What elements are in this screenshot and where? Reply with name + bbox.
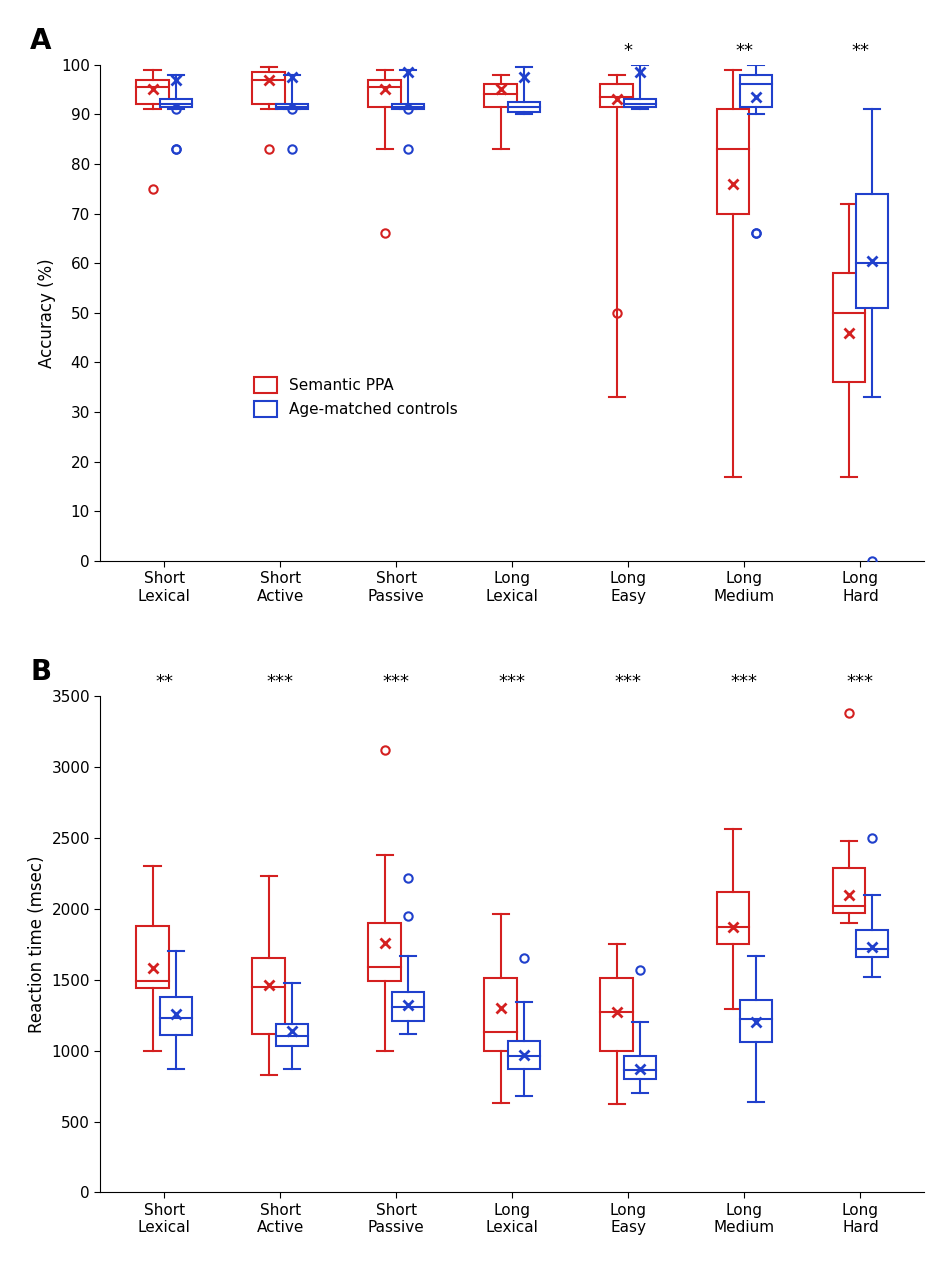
Text: **: ** (735, 42, 753, 59)
Bar (507, 102, 540, 111)
Bar (856, 930, 888, 957)
Legend: Semantic PPA, Age-matched controls: Semantic PPA, Age-matched controls (248, 371, 465, 423)
Bar (252, 959, 285, 1033)
Bar (136, 926, 169, 988)
Y-axis label: Accuracy (%): Accuracy (%) (37, 258, 55, 368)
Bar (601, 979, 633, 1051)
Text: ***: *** (383, 673, 409, 691)
Text: ***: *** (731, 673, 758, 691)
Bar (624, 1056, 656, 1079)
Bar (833, 273, 865, 383)
Bar (160, 100, 192, 107)
Text: A: A (30, 27, 51, 54)
Bar (485, 979, 517, 1051)
Bar (275, 1024, 308, 1046)
Bar (740, 999, 772, 1042)
Bar (856, 193, 888, 308)
Bar (391, 993, 424, 1021)
Bar (485, 85, 517, 107)
Bar (252, 72, 285, 105)
Text: **: ** (851, 42, 869, 59)
Text: ***: *** (267, 673, 294, 691)
Bar (507, 1041, 540, 1068)
Bar (717, 110, 749, 213)
Text: **: ** (155, 673, 173, 691)
Bar (391, 105, 424, 110)
Bar (160, 997, 192, 1034)
Bar (368, 80, 401, 107)
Text: ***: *** (499, 673, 526, 691)
Text: ***: *** (847, 673, 874, 691)
Bar (136, 80, 169, 105)
Bar (368, 923, 401, 981)
Text: ***: *** (615, 673, 642, 691)
Bar (601, 85, 633, 107)
Y-axis label: Reaction time (msec): Reaction time (msec) (28, 855, 46, 1033)
Bar (717, 892, 749, 945)
Bar (740, 75, 772, 107)
Bar (624, 100, 656, 107)
Bar (833, 868, 865, 913)
Text: *: * (624, 42, 633, 59)
Bar (275, 105, 308, 110)
Text: B: B (30, 658, 51, 686)
